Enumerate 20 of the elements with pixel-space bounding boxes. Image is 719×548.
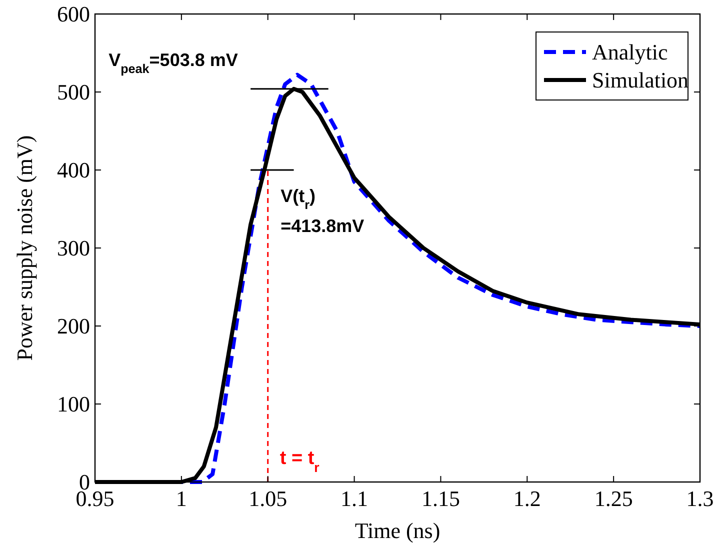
y-tick-label: 300 (57, 236, 90, 261)
x-tick-label: 1 (176, 486, 187, 511)
x-tick-label: 1.1 (340, 486, 368, 511)
ref-line-label: t = t$_{r}$ (280, 448, 320, 474)
y-tick-label: 600 (57, 2, 90, 27)
x-tick-label: 1.05 (248, 486, 288, 511)
x-tick-label: 1.2 (513, 486, 541, 511)
x-tick-label: 1.25 (594, 486, 633, 511)
legend-label: Simulation (592, 68, 689, 93)
legend-label: Analytic (592, 40, 668, 65)
y-tick-label: 200 (57, 314, 90, 339)
x-axis-title: Time (ns) (354, 518, 440, 543)
annotation: V(t$_{r}$) =413.8mV (280, 186, 364, 236)
y-tick-label: 500 (57, 80, 90, 105)
y-axis-title: Power supply noise (mV) (12, 135, 37, 361)
y-tick-label: 100 (57, 392, 90, 417)
x-tick-label: 1.15 (421, 486, 460, 511)
x-tick-label: 1.3 (686, 486, 714, 511)
annotation: V$_{peak}$=503.8 mV (108, 50, 238, 76)
y-tick-label: 400 (57, 158, 90, 183)
